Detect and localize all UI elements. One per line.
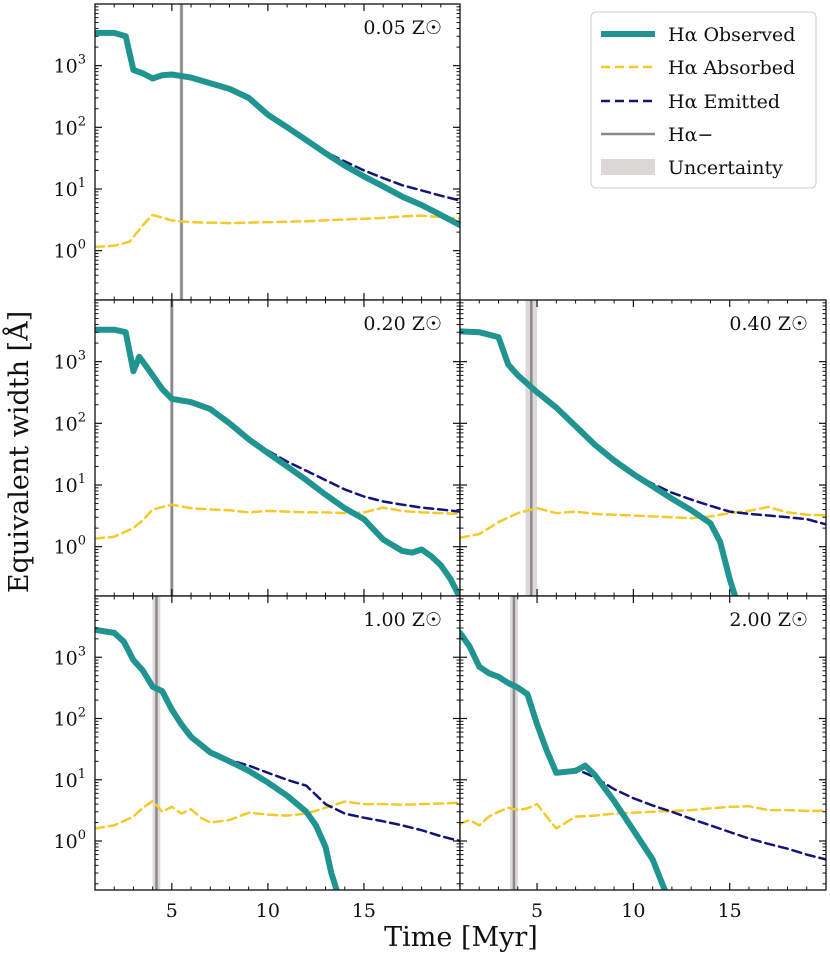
absorbed-line: [460, 802, 826, 830]
emitted-line: [632, 472, 826, 526]
panel-0: 100 101 102 103 0.05 Z☉: [54, 3, 461, 301]
observed-line: [460, 328, 739, 596]
y-tick-label: 101: [54, 472, 86, 497]
y-tick-label: 102: [54, 114, 86, 139]
observed-line: [95, 626, 340, 890]
observed-line: [460, 629, 669, 890]
panel-background: [95, 596, 460, 890]
panel-3: 100 101 102 103 5 10 15 1.00 Z☉: [54, 595, 461, 922]
y-tick-label: 103: [54, 644, 86, 669]
panel-label: 0.20 Z☉: [363, 313, 442, 335]
panel-1: 100 101 102 103 0.20 Z☉: [54, 299, 461, 597]
x-tick-label: 5: [531, 900, 543, 922]
x-tick-label: 15: [718, 900, 742, 922]
legend-frame: [590, 11, 817, 189]
observed-line: [95, 326, 460, 596]
y-tick-label: 102: [54, 706, 86, 731]
panel-label: 0.40 Z☉: [729, 313, 808, 335]
x-tick-label: 10: [621, 900, 645, 922]
panel-label: 0.05 Z☉: [363, 17, 442, 39]
y-tick-label: 103: [54, 53, 86, 78]
panel-2: 0.40 Z☉: [459, 299, 827, 597]
y-axis-label: Equivalent width [Å]: [2, 311, 35, 593]
y-tick-label: 101: [54, 176, 86, 201]
observed-line: [95, 29, 460, 229]
legend-label-absorbed: Hα Absorbed: [668, 57, 795, 79]
y-tick-label: 101: [54, 767, 86, 792]
emitted-line: [266, 449, 460, 513]
panel-4: 5 10 15 2.00 Z☉: [459, 595, 827, 922]
legend-swatch-band: [601, 159, 655, 175]
absorbed-line: [460, 505, 826, 539]
x-axis-label: Time [Myr]: [384, 922, 538, 953]
legend-label-emitted: Hα Emitted: [668, 91, 780, 113]
panel-background: [95, 4, 460, 300]
x-tick-label: 10: [256, 900, 280, 922]
y-tick-label: 100: [54, 534, 86, 559]
panel-background: [460, 300, 826, 596]
panel-label: 2.00 Z☉: [729, 609, 808, 631]
y-tick-label: 100: [54, 828, 86, 853]
legend-label-observed: Hα Observed: [668, 24, 795, 46]
y-tick-label: 103: [54, 349, 86, 374]
x-tick-label: 5: [166, 900, 178, 922]
panels: 100 101 102 103 0.05 Z☉ 100 101 102 103 0.20 Z☉ 0.…: [54, 3, 827, 922]
y-tick-label: 100: [54, 238, 86, 263]
absorbed-line: [95, 503, 460, 540]
absorbed-line: [95, 213, 460, 249]
legend-label-band: Uncertainty: [668, 157, 783, 179]
legend-label-marker: Hα−: [668, 124, 713, 146]
x-tick-label: 15: [352, 900, 376, 922]
legend: Hα Observed Hα Absorbed Hα Emitted Hα− U…: [590, 11, 817, 189]
panel-label: 1.00 Z☉: [363, 609, 442, 631]
panel-frame: [459, 595, 827, 891]
emitted-line: [209, 751, 460, 843]
absorbed-line: [95, 799, 460, 830]
y-tick-label: 102: [54, 410, 86, 435]
